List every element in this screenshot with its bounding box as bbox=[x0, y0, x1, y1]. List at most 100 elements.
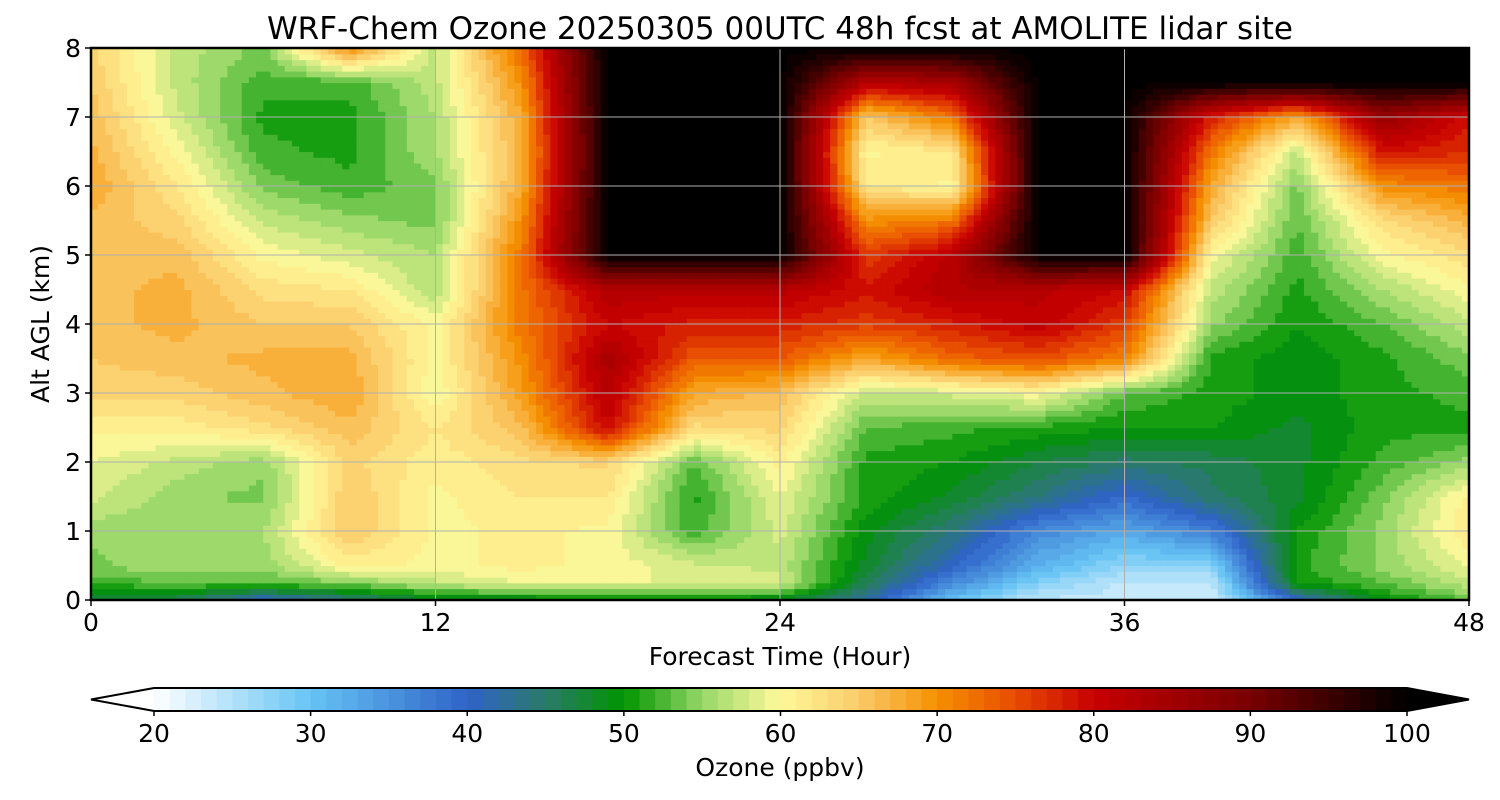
heatmap-cell bbox=[155, 519, 164, 526]
heatmap-cell bbox=[657, 588, 666, 595]
heatmap-cell bbox=[1296, 588, 1305, 595]
heatmap-cell bbox=[1433, 582, 1441, 590]
heatmap-cell bbox=[1124, 571, 1133, 578]
heatmap-cell bbox=[851, 554, 860, 561]
heatmap-cell bbox=[1339, 559, 1348, 567]
heatmap-cell bbox=[736, 536, 745, 544]
heatmap-cell bbox=[902, 467, 910, 475]
heatmap-cell bbox=[162, 508, 171, 515]
heatmap-cell bbox=[571, 462, 580, 469]
heatmap-cell bbox=[1016, 565, 1025, 572]
heatmap-cell bbox=[284, 565, 293, 572]
heatmap-cell bbox=[457, 582, 465, 590]
heatmap-cell bbox=[1346, 536, 1355, 544]
heatmap-cell bbox=[205, 588, 214, 595]
heatmap-cell bbox=[657, 473, 666, 480]
heatmap-cell bbox=[980, 462, 989, 469]
heatmap-cell bbox=[1016, 508, 1025, 515]
heatmap-cell bbox=[665, 548, 673, 555]
heatmap-cell bbox=[1102, 565, 1111, 572]
heatmap-cell bbox=[1454, 502, 1463, 509]
heatmap-cell bbox=[191, 548, 200, 555]
heatmap-cell bbox=[557, 485, 566, 492]
heatmap-cell bbox=[1411, 542, 1420, 549]
heatmap-cell bbox=[902, 519, 910, 526]
heatmap-cell bbox=[485, 565, 494, 572]
heatmap-cell bbox=[729, 467, 738, 475]
heatmap-cell bbox=[657, 525, 666, 532]
heatmap-cell bbox=[299, 565, 307, 572]
heatmap-cell bbox=[1346, 542, 1355, 549]
heatmap-cell bbox=[1131, 462, 1140, 469]
heatmap-cell bbox=[342, 554, 350, 561]
heatmap-cell bbox=[772, 456, 781, 463]
heatmap-cell bbox=[399, 502, 408, 509]
heatmap-cell bbox=[1124, 502, 1133, 509]
heatmap-cell bbox=[1002, 542, 1011, 549]
heatmap-cell bbox=[1081, 577, 1090, 584]
heatmap-cell bbox=[1390, 542, 1398, 549]
heatmap-cell bbox=[808, 582, 817, 590]
heatmap-cell bbox=[600, 536, 609, 544]
heatmap-cell bbox=[1433, 462, 1441, 469]
heatmap-cell bbox=[629, 531, 638, 538]
heatmap-cell bbox=[449, 582, 458, 590]
heatmap-cell bbox=[500, 496, 508, 503]
heatmap-cell bbox=[184, 531, 193, 538]
heatmap-cell bbox=[973, 467, 982, 475]
heatmap-cell bbox=[586, 548, 594, 555]
heatmap-cell bbox=[980, 588, 989, 595]
heatmap-cell bbox=[988, 519, 996, 526]
heatmap-cell bbox=[1124, 525, 1133, 532]
heatmap-cell bbox=[1181, 571, 1190, 578]
heatmap-cell bbox=[571, 519, 580, 526]
heatmap-cell bbox=[693, 548, 702, 555]
heatmap-cell bbox=[1074, 467, 1083, 475]
heatmap-cell bbox=[98, 496, 106, 503]
heatmap-cell bbox=[1131, 479, 1140, 486]
heatmap-cell bbox=[320, 577, 329, 584]
heatmap-cell bbox=[385, 588, 394, 595]
heatmap-cell bbox=[1325, 554, 1334, 561]
heatmap-cell bbox=[98, 548, 106, 555]
heatmap-cell bbox=[1382, 548, 1391, 555]
heatmap-cell bbox=[1232, 485, 1240, 492]
heatmap-cell bbox=[428, 594, 437, 601]
heatmap-cell bbox=[349, 554, 358, 561]
heatmap-cell bbox=[1009, 525, 1018, 532]
heatmap-cell bbox=[780, 496, 788, 503]
heatmap-cell bbox=[1268, 485, 1276, 492]
heatmap-cell bbox=[162, 490, 171, 498]
heatmap-cell bbox=[1167, 513, 1176, 521]
heatmap-cell bbox=[1160, 462, 1169, 469]
heatmap-cell bbox=[313, 594, 322, 601]
heatmap-cell bbox=[1217, 582, 1226, 590]
heatmap-cell bbox=[902, 508, 910, 515]
heatmap-cell bbox=[335, 462, 343, 469]
heatmap-cell bbox=[995, 508, 1004, 515]
heatmap-cell bbox=[514, 456, 523, 463]
heatmap-cell bbox=[693, 502, 702, 509]
heatmap-cell bbox=[672, 577, 681, 584]
heatmap-cell bbox=[1411, 473, 1420, 480]
heatmap-cell bbox=[586, 525, 594, 532]
heatmap-cell bbox=[844, 473, 853, 480]
heatmap-cell bbox=[787, 473, 795, 480]
heatmap-cell bbox=[866, 508, 874, 515]
heatmap-cell bbox=[492, 559, 501, 567]
heatmap-cell bbox=[1110, 513, 1118, 521]
heatmap-cell bbox=[708, 548, 717, 555]
heatmap-cell bbox=[916, 462, 925, 469]
heatmap-cell bbox=[930, 490, 939, 498]
heatmap-cell bbox=[952, 565, 961, 572]
heatmap-cell bbox=[1354, 536, 1362, 544]
heatmap-cell bbox=[550, 450, 559, 457]
heatmap-cell bbox=[284, 479, 293, 486]
heatmap-cell bbox=[256, 559, 264, 567]
heatmap-cell bbox=[629, 536, 638, 544]
heatmap-cell bbox=[1268, 502, 1276, 509]
heatmap-cell bbox=[485, 525, 494, 532]
heatmap-cell bbox=[751, 496, 760, 503]
heatmap-cell bbox=[1311, 508, 1319, 515]
heatmap-cell bbox=[557, 450, 566, 457]
